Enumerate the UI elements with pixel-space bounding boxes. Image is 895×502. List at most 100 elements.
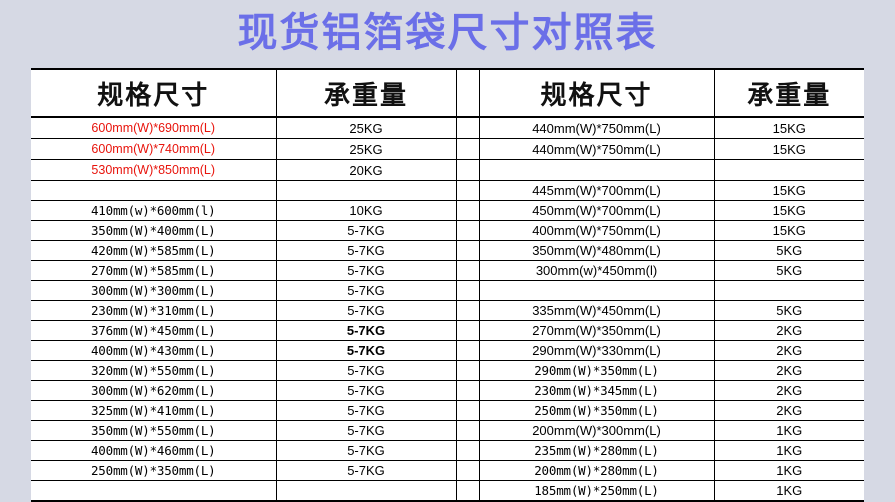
cell-spec-right: 200mm(W)*300mm(L) bbox=[479, 420, 715, 441]
page-root: 现货铝箔袋尺寸对照表 规格尺寸 承重量 规格尺寸 承重量 600mm(W)*69… bbox=[31, 11, 864, 502]
cell-load-left-text: 5-7KG bbox=[346, 343, 386, 358]
cell-load-right: 2KG bbox=[714, 380, 864, 401]
cell-spec-left-text: 350mm(W)*550mm(L) bbox=[90, 423, 216, 438]
cell-load-left: 5-7KG bbox=[276, 440, 457, 461]
cell-spec-left-text: 325mm(W)*410mm(L) bbox=[90, 403, 216, 418]
cell-gap bbox=[456, 420, 480, 441]
cell-load-left-text: 25KG bbox=[349, 120, 383, 136]
header-load-right: 承重量 bbox=[714, 69, 864, 118]
cell-gap bbox=[456, 159, 480, 181]
cell-load-right: 15KG bbox=[714, 117, 864, 139]
cell-gap bbox=[456, 380, 480, 401]
cell-load-right: 1KG bbox=[714, 460, 864, 481]
cell-load-right-text: 15KG bbox=[772, 141, 806, 157]
cell-load-right-text: 5KG bbox=[776, 303, 803, 318]
cell-spec-left: 320mm(W)*550mm(L) bbox=[31, 360, 277, 381]
cell-spec-left: 300mm(W)*620mm(L) bbox=[31, 380, 277, 401]
table-row: 420mm(W)*585mm(L) 5-7KG 350mm(W)*480mm(L) 5… bbox=[31, 240, 864, 261]
cell-spec-left-text: 600mm(W)*690mm(L) bbox=[91, 121, 216, 135]
cell-load-right-text: 15KG bbox=[772, 120, 806, 136]
cell-spec-left: 230mm(W)*310mm(L) bbox=[31, 300, 277, 321]
cell-load-left-text: 5-7KG bbox=[347, 403, 385, 418]
table-row: 530mm(W)*850mm(L) 20KG bbox=[31, 159, 864, 181]
table-row: 300mm(W)*620mm(L) 5-7KG 230mm(W)*345mm(L) 2… bbox=[31, 380, 864, 401]
table-row: 410mm(w)*600mm(l) 10KG 450mm(W)*700mm(L) 15… bbox=[31, 200, 864, 221]
table-row: 350mm(W)*400mm(L) 5-7KG 400mm(W)*750mm(L) 1… bbox=[31, 220, 864, 241]
cell-spec-left: 325mm(W)*410mm(L) bbox=[31, 400, 277, 421]
cell-spec-left: 600mm(W)*690mm(L) bbox=[31, 117, 277, 139]
cell-load-right-text: 5KG bbox=[776, 263, 803, 278]
cell-spec-right-text: 400mm(W)*750mm(L) bbox=[532, 223, 661, 238]
cell-spec-left: 350mm(W)*400mm(L) bbox=[31, 220, 277, 241]
cell-spec-left: 250mm(W)*350mm(L) bbox=[31, 460, 277, 481]
table-row: 600mm(W)*690mm(L) 25KG 440mm(W)*750mm(L) 15… bbox=[31, 117, 864, 139]
cell-load-left-text: 5-7KG bbox=[347, 223, 385, 238]
cell-load-left-text: 5-7KG bbox=[347, 443, 385, 458]
cell-gap bbox=[456, 220, 480, 241]
table-row: 250mm(W)*350mm(L) 5-7KG 200mm(W)*280mm(L) 1… bbox=[31, 460, 864, 481]
cell-load-right-text: 15KG bbox=[772, 203, 806, 218]
cell-spec-left bbox=[31, 180, 277, 201]
table-row: 185mm(W)*250mm(L) 1KG bbox=[31, 480, 864, 502]
cell-spec-right: 250mm(W)*350mm(L) bbox=[479, 400, 715, 421]
cell-gap bbox=[456, 460, 480, 481]
cell-spec-left-text: 300mm(W)*300mm(L) bbox=[90, 283, 216, 298]
cell-load-left: 5-7KG bbox=[276, 320, 457, 341]
cell-load-right: 2KG bbox=[714, 340, 864, 361]
cell-spec-left-text: 270mm(W)*585mm(L) bbox=[90, 263, 216, 278]
cell-spec-right bbox=[479, 159, 715, 181]
cell-spec-left: 270mm(W)*585mm(L) bbox=[31, 260, 277, 281]
cell-spec-right-text: 440mm(W)*750mm(L) bbox=[532, 120, 661, 136]
cell-load-left-text: 5-7KG bbox=[347, 363, 385, 378]
cell-load-left-text: 25KG bbox=[349, 141, 383, 157]
table-header: 规格尺寸 承重量 规格尺寸 承重量 bbox=[31, 69, 864, 118]
cell-spec-left-text: 600mm(W)*740mm(L) bbox=[91, 142, 216, 156]
cell-spec-right-text: 270mm(W)*350mm(L) bbox=[532, 323, 661, 338]
cell-spec-right-text: 250mm(W)*350mm(L) bbox=[534, 403, 659, 418]
cell-load-left: 5-7KG bbox=[276, 380, 457, 401]
table-row: 376mm(W)*450mm(L) 5-7KG 270mm(W)*350mm(L) 2… bbox=[31, 320, 864, 341]
cell-spec-left-text: 250mm(W)*350mm(L) bbox=[90, 463, 216, 478]
cell-spec-left-text: 530mm(W)*850mm(L) bbox=[91, 163, 216, 177]
cell-load-left-text: 10KG bbox=[349, 203, 383, 218]
cell-gap bbox=[456, 280, 480, 301]
cell-spec-right-text: 440mm(W)*750mm(L) bbox=[532, 141, 661, 157]
cell-load-right: 15KG bbox=[714, 220, 864, 241]
cell-load-right-text: 1KG bbox=[776, 423, 803, 438]
cell-load-left: 5-7KG bbox=[276, 300, 457, 321]
cell-gap bbox=[456, 340, 480, 361]
cell-load-left-text: 5-7KG bbox=[347, 263, 385, 278]
cell-load-left-text: 5-7KG bbox=[347, 423, 385, 438]
cell-spec-left-text: 400mm(W)*460mm(L) bbox=[90, 443, 216, 458]
cell-load-left: 5-7KG bbox=[276, 400, 457, 421]
page-title: 现货铝箔袋尺寸对照表 bbox=[237, 11, 658, 55]
cell-spec-right: 290mm(W)*330mm(L) bbox=[479, 340, 715, 361]
cell-load-left-text: 5-7KG bbox=[347, 463, 385, 478]
cell-spec-right: 300mm(w)*450mm(l) bbox=[479, 260, 715, 281]
cell-spec-left-text: 410mm(w)*600mm(l) bbox=[90, 203, 216, 218]
cell-load-left: 5-7KG bbox=[276, 420, 457, 441]
cell-spec-right-text: 235mm(W)*280mm(L) bbox=[534, 443, 659, 458]
cell-spec-right: 270mm(W)*350mm(L) bbox=[479, 320, 715, 341]
cell-load-right-text: 2KG bbox=[776, 343, 803, 358]
cell-gap bbox=[456, 400, 480, 421]
cell-gap bbox=[456, 117, 480, 139]
cell-load-right: 5KG bbox=[714, 300, 864, 321]
cell-spec-right bbox=[479, 280, 715, 301]
cell-spec-left: 530mm(W)*850mm(L) bbox=[31, 159, 277, 181]
table-body: 600mm(W)*690mm(L) 25KG 440mm(W)*750mm(L) 15… bbox=[31, 117, 864, 502]
cell-load-left: 5-7KG bbox=[276, 340, 457, 361]
cell-load-right-text: 1KG bbox=[776, 463, 803, 478]
cell-spec-left-text: 230mm(W)*310mm(L) bbox=[90, 303, 216, 318]
cell-spec-left: 420mm(W)*585mm(L) bbox=[31, 240, 277, 261]
cell-spec-left: 600mm(W)*740mm(L) bbox=[31, 138, 277, 160]
cell-spec-right: 400mm(W)*750mm(L) bbox=[479, 220, 715, 241]
cell-spec-left bbox=[31, 480, 277, 502]
header-gap bbox=[456, 69, 480, 118]
cell-load-right: 2KG bbox=[714, 400, 864, 421]
cell-spec-right-text: 335mm(W)*450mm(L) bbox=[532, 303, 661, 318]
cell-load-left bbox=[276, 180, 457, 201]
cell-load-left: 5-7KG bbox=[276, 360, 457, 381]
cell-gap bbox=[456, 260, 480, 281]
cell-spec-left: 300mm(W)*300mm(L) bbox=[31, 280, 277, 301]
